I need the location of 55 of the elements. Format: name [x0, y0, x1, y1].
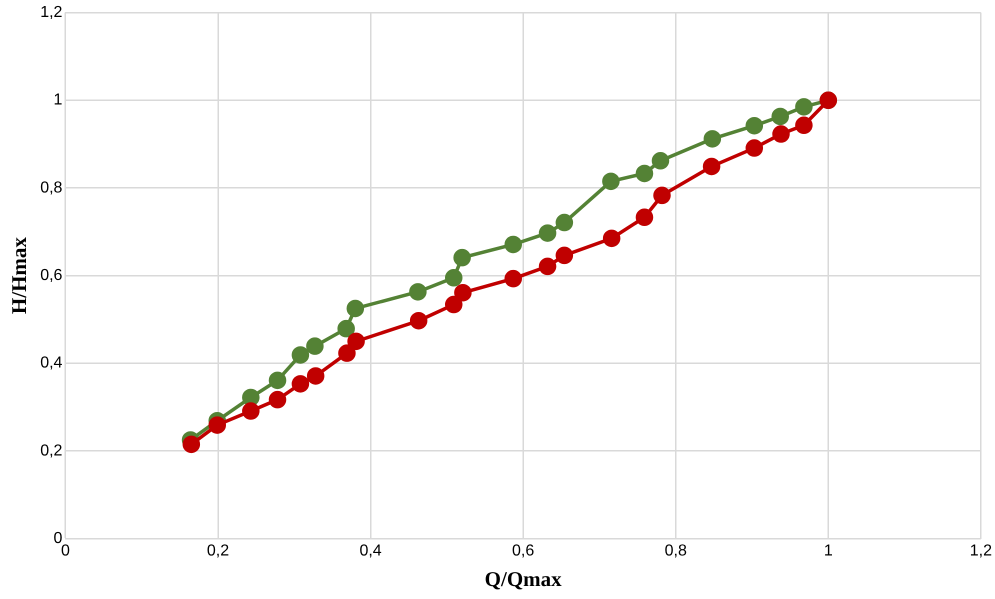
point — [268, 372, 286, 390]
point — [306, 337, 324, 355]
x-tick-label: 1,2 — [970, 542, 992, 560]
point — [504, 236, 522, 254]
point — [268, 390, 286, 408]
point — [208, 416, 226, 434]
x-tick-label: 0,6 — [512, 542, 534, 560]
y-tick-label: 1 — [54, 92, 63, 109]
point — [347, 332, 365, 350]
point — [346, 300, 364, 318]
point — [444, 269, 462, 287]
x-tick-label: 0,2 — [206, 542, 230, 560]
x-tick-label: 0,8 — [664, 542, 687, 560]
point — [653, 186, 671, 204]
x-tick-label: 1 — [824, 542, 833, 560]
point — [704, 130, 722, 148]
point — [795, 116, 813, 134]
y-tick-label: 0,6 — [40, 267, 63, 284]
point — [746, 116, 764, 134]
point — [538, 258, 556, 276]
y-tick-label: 0,4 — [40, 354, 63, 372]
point — [454, 284, 472, 302]
point — [746, 139, 764, 157]
point — [292, 375, 310, 393]
point — [292, 346, 310, 364]
point — [771, 108, 789, 126]
point — [772, 125, 790, 143]
point — [444, 296, 462, 314]
y-tick-label: 0 — [54, 530, 63, 548]
point — [556, 246, 574, 264]
y-tick-label: 0,8 — [40, 179, 63, 196]
point — [410, 312, 428, 330]
point — [652, 152, 670, 170]
point — [409, 283, 427, 301]
point — [306, 367, 324, 385]
point — [636, 208, 654, 226]
point — [702, 158, 720, 176]
point — [242, 388, 260, 406]
point — [538, 224, 556, 242]
point — [453, 248, 471, 266]
point — [795, 98, 813, 116]
point — [556, 214, 574, 232]
point — [602, 230, 620, 248]
point — [636, 164, 654, 182]
y-axis-title: H/Hmax — [7, 236, 32, 314]
x-tick-label: 0,4 — [359, 542, 382, 560]
y-tick-label: 0,2 — [40, 442, 63, 460]
point — [242, 402, 260, 420]
point — [504, 270, 522, 288]
y-tick-label: 1,2 — [40, 4, 63, 22]
point — [338, 344, 356, 362]
point — [602, 172, 620, 190]
point — [337, 320, 355, 338]
point — [182, 436, 200, 454]
x-axis-title: Q/Qmax — [484, 566, 562, 591]
